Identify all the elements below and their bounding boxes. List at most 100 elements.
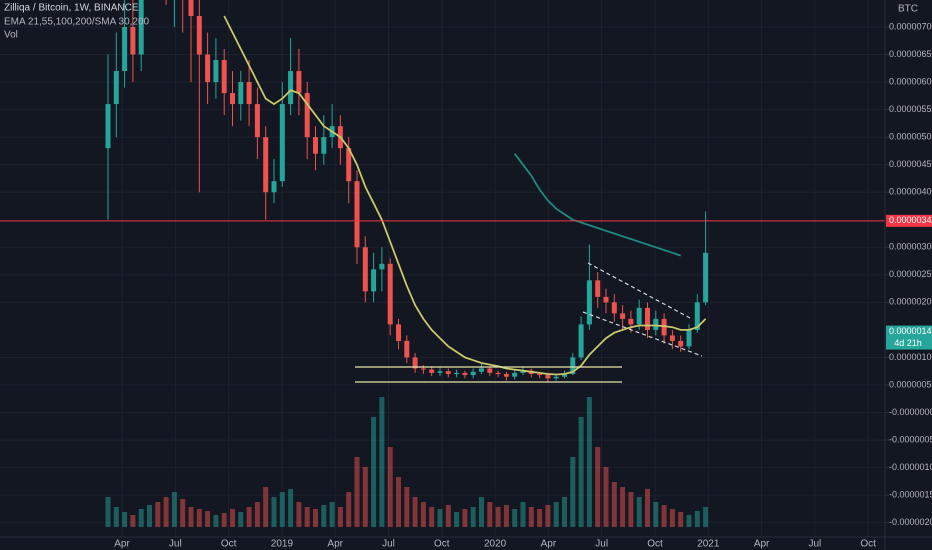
grid: [0, 0, 885, 537]
volume-bar: [105, 497, 111, 527]
x-tick-label: Jul: [382, 539, 395, 550]
volume-bar: [653, 502, 659, 527]
volume-bar: [379, 397, 385, 527]
candle-body: [445, 371, 451, 374]
candle-body: [694, 302, 700, 330]
volume-bar: [404, 487, 410, 527]
volume-bar: [487, 502, 493, 527]
candle-body: [396, 324, 401, 341]
volume-bar: [686, 515, 692, 527]
x-tick-label: Oct: [860, 539, 876, 550]
y-tick-label: 0.00000500: [889, 132, 932, 142]
price-label-box: [886, 325, 932, 350]
candle-body: [321, 137, 327, 154]
volume-bar: [470, 507, 476, 527]
y-tick-label: 0.00000700: [889, 21, 932, 31]
candle-body: [678, 340, 684, 347]
volume-bar: [645, 489, 650, 527]
candle-body: [246, 82, 252, 105]
volume-bar: [669, 509, 675, 527]
volume-bar: [329, 502, 335, 527]
volume-bar: [213, 515, 219, 527]
volume-bar: [130, 515, 136, 527]
candle-body: [537, 373, 543, 376]
candle-body: [645, 307, 650, 330]
candle-body: [412, 357, 418, 369]
volume-bar: [263, 487, 269, 527]
candle-body: [520, 370, 526, 373]
y-tick-label: -0.00000150: [889, 490, 932, 500]
candle-body: [661, 318, 667, 336]
candle-body: [105, 104, 111, 149]
volume-bar: [371, 417, 377, 527]
volume-bar: [180, 499, 186, 527]
x-tick-label: Oct: [434, 539, 450, 550]
y-tick-label: -0.00000050: [889, 434, 932, 444]
price-label: 0.00000147: [889, 326, 932, 336]
volume-bar: [636, 497, 642, 527]
price-axis: 0.00000700 0.00000650 0.00000600 0.00000550…: [885, 21, 932, 527]
candle-body: [487, 368, 493, 373]
volume-bar: [296, 502, 302, 527]
candle-body: [553, 376, 559, 379]
volume-bar: [147, 505, 152, 527]
volume-bar: [545, 505, 551, 527]
indicator-line: [223, 15, 707, 376]
x-tick-label: Apr: [114, 539, 130, 550]
candle-body: [238, 82, 244, 105]
volume-bar: [603, 467, 609, 527]
volume-bar: [495, 507, 501, 527]
x-tick-label: Apr: [754, 539, 770, 550]
currency-label: BTC: [898, 4, 918, 15]
volume-bar: [512, 509, 518, 527]
candle-body: [429, 369, 435, 373]
candle-body: [113, 71, 119, 105]
volume-bar: [188, 507, 194, 527]
y-tick-label: 0.00000250: [889, 269, 932, 279]
volume-bar: [479, 497, 484, 527]
volume-bar: [528, 507, 534, 527]
chart-title: Zilliqa / Bitcoin, 1W, BINANCE: [4, 3, 139, 14]
y-tick-label: -0.00000000: [889, 407, 932, 417]
candle-body: [205, 54, 211, 83]
volume-bar: [238, 512, 244, 527]
volume-bar: [503, 505, 509, 527]
y-tick-label: 0.00000300: [889, 242, 932, 252]
x-tick-label: Jul: [595, 539, 608, 550]
volume-bar: [254, 502, 260, 527]
volume-label: Vol: [4, 30, 18, 41]
volume-bar: [586, 397, 592, 527]
x-tick-label: Apr: [327, 539, 343, 550]
candle-body: [479, 368, 484, 372]
candle-body: [437, 371, 443, 373]
candle-body: [196, 15, 202, 55]
volume-bar: [412, 497, 418, 527]
volume-bar: [578, 417, 584, 527]
candle-body: [420, 368, 426, 370]
candle-body: [230, 93, 235, 105]
candle-body: [371, 269, 377, 292]
volume-bar: [171, 492, 177, 527]
candle-body: [221, 60, 227, 94]
candle-body: [354, 181, 360, 248]
candle-body: [213, 60, 219, 83]
volume-bar: [520, 502, 526, 527]
candle-body: [512, 372, 518, 377]
candle-body: [313, 137, 318, 154]
volume-bar: [246, 507, 252, 527]
price-label: 0.00000348: [889, 215, 932, 225]
candle-body: [454, 372, 460, 374]
candle-body: [570, 357, 576, 374]
volume-bar: [362, 467, 368, 527]
volume-bar: [454, 512, 460, 527]
candle-body: [296, 71, 302, 94]
y-tick-label: 0.00000550: [889, 104, 932, 114]
candle-body: [288, 71, 294, 105]
x-tick-label: 2021: [697, 539, 720, 550]
candle-body: [138, 0, 144, 55]
candle-body: [122, 26, 128, 72]
x-tick-label: 2019: [271, 539, 294, 550]
channel-line: [582, 311, 703, 357]
volume-bar: [387, 447, 393, 527]
